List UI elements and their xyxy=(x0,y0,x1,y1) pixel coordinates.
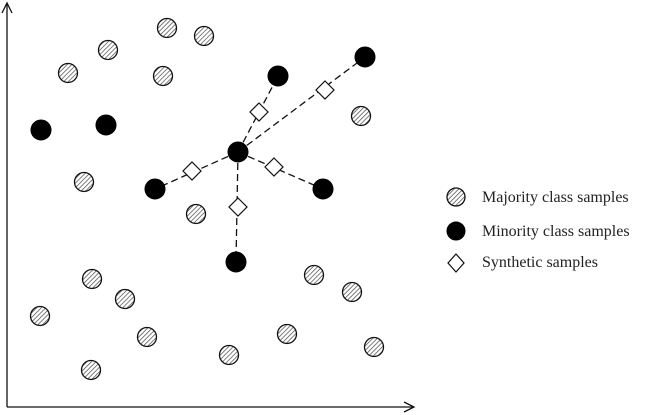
synthetic-sample xyxy=(249,102,269,122)
minority-sample xyxy=(267,65,289,87)
series-hatched-circle xyxy=(29,17,385,381)
majority-sample xyxy=(136,326,158,348)
minority-sample xyxy=(312,178,334,200)
majority-sample xyxy=(80,359,102,381)
connection-line xyxy=(237,151,324,190)
minority-sample xyxy=(225,251,247,273)
majority-sample xyxy=(303,264,325,286)
minority-marker xyxy=(446,221,466,241)
series-open-diamond xyxy=(182,80,335,217)
majority-sample xyxy=(218,344,240,366)
legend-item-minority: Minority class samples xyxy=(446,221,630,241)
majority-sample xyxy=(363,336,385,358)
majority-sample xyxy=(81,268,103,290)
majority-sample xyxy=(57,62,79,84)
majority-sample xyxy=(185,203,207,225)
minority-sample xyxy=(354,46,376,68)
connection-lines xyxy=(154,56,366,263)
majority-sample xyxy=(114,288,136,310)
majority-sample xyxy=(276,323,298,345)
synthetic-label: Synthetic samples xyxy=(482,254,598,271)
majority-sample xyxy=(341,281,363,303)
majority-sample xyxy=(97,39,119,61)
connection-line xyxy=(237,56,366,153)
majority-sample xyxy=(193,25,215,47)
minority-label: Minority class samples xyxy=(482,223,630,240)
y-axis-arrowhead xyxy=(1,1,13,14)
synthetic-sample xyxy=(315,80,335,100)
majority-sample xyxy=(156,17,178,39)
majority-marker xyxy=(446,187,466,207)
minority-sample xyxy=(144,178,166,200)
minority-sample xyxy=(30,119,52,141)
legend: Majority class samples Minority class sa… xyxy=(446,187,630,273)
minority-sample xyxy=(227,141,249,163)
synthetic-marker xyxy=(447,253,465,273)
synthetic-sample xyxy=(228,197,248,217)
series-filled-circle xyxy=(30,46,376,273)
axes xyxy=(1,1,416,413)
majority-sample xyxy=(152,65,174,87)
majority-sample xyxy=(73,171,95,193)
plot-area xyxy=(29,17,385,381)
minority-sample xyxy=(95,114,117,136)
x-axis-arrowhead xyxy=(403,401,416,413)
majority-sample xyxy=(350,105,372,127)
synthetic-sample xyxy=(182,161,202,181)
connection-line xyxy=(237,75,279,153)
majority-sample xyxy=(29,305,51,327)
majority-label: Majority class samples xyxy=(482,189,629,206)
legend-item-majority: Majority class samples xyxy=(446,187,629,207)
legend-item-synthetic: Synthetic samples xyxy=(447,253,598,273)
synthetic-sample xyxy=(264,157,284,177)
